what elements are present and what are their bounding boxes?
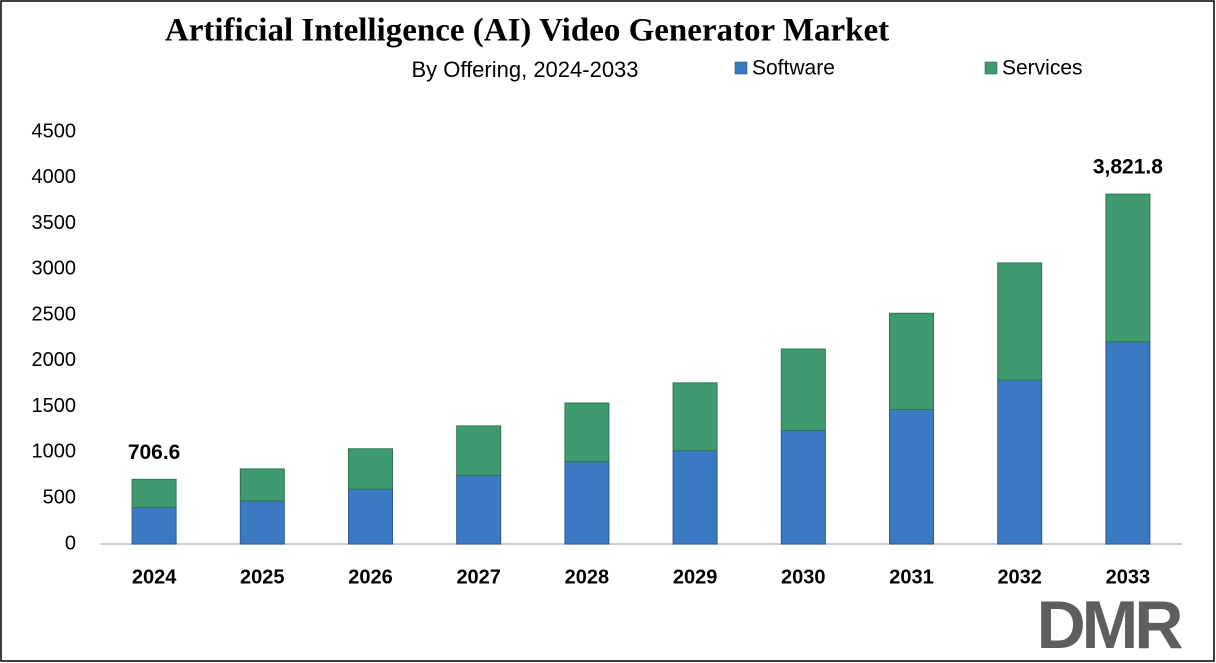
bar-segment	[889, 312, 934, 410]
bar-segment	[997, 262, 1043, 381]
y-tick-label: 500	[43, 487, 76, 509]
x-tick-label: 2027	[456, 566, 501, 588]
bar-segment	[672, 382, 718, 452]
bar-segment	[239, 500, 285, 545]
x-tick-label: 2024	[132, 566, 177, 588]
bar-segment	[672, 450, 718, 545]
y-tick-label: 0	[65, 532, 76, 554]
bar-segment	[1105, 341, 1151, 545]
bar-segment	[1105, 193, 1151, 343]
bar-segment	[131, 506, 177, 545]
bar-segment	[780, 429, 826, 545]
x-tick-label: 2030	[781, 566, 826, 588]
x-tick-label: 2025	[240, 566, 285, 588]
y-tick-label: 1500	[32, 395, 77, 417]
bar-segment	[997, 379, 1043, 545]
bar-segment	[564, 402, 610, 463]
y-tick-label: 3500	[32, 212, 77, 234]
y-tick-label: 4500	[32, 120, 77, 142]
y-tick-label: 2000	[32, 349, 77, 371]
bar-segment	[564, 461, 610, 545]
y-tick-label: 1000	[32, 441, 77, 463]
bar-segment	[889, 408, 934, 545]
legend-swatch	[984, 61, 998, 75]
legend-swatch	[734, 61, 748, 75]
y-tick-label: 3000	[32, 258, 77, 280]
logo: DMR	[1037, 587, 1183, 663]
y-tick-label: 2500	[32, 303, 77, 325]
total-label: 3,821.8	[1093, 156, 1163, 179]
total-label: 706.6	[128, 441, 181, 464]
y-tick-label: 4000	[32, 166, 77, 188]
bar-segment	[348, 488, 393, 545]
x-tick-label: 2029	[673, 566, 718, 588]
chart-title: Artificial Intelligence (AI) Video Gener…	[165, 13, 889, 49]
legend-label: Services	[1002, 57, 1083, 80]
x-tick-label: 2031	[889, 566, 934, 588]
chart-subtitle: By Offering, 2024-2033	[411, 57, 638, 82]
bar-segment	[239, 468, 285, 502]
bar-segment	[348, 448, 393, 490]
x-tick-label: 2026	[348, 566, 393, 588]
bar-segment	[780, 348, 826, 431]
bar-segment	[456, 474, 502, 545]
x-tick-label: 2032	[997, 566, 1042, 588]
bar-segment	[131, 478, 177, 508]
bar-segment	[456, 425, 502, 476]
x-tick-label: 2033	[1106, 566, 1151, 588]
x-tick-label: 2028	[565, 566, 610, 588]
legend-label: Software	[752, 57, 835, 80]
